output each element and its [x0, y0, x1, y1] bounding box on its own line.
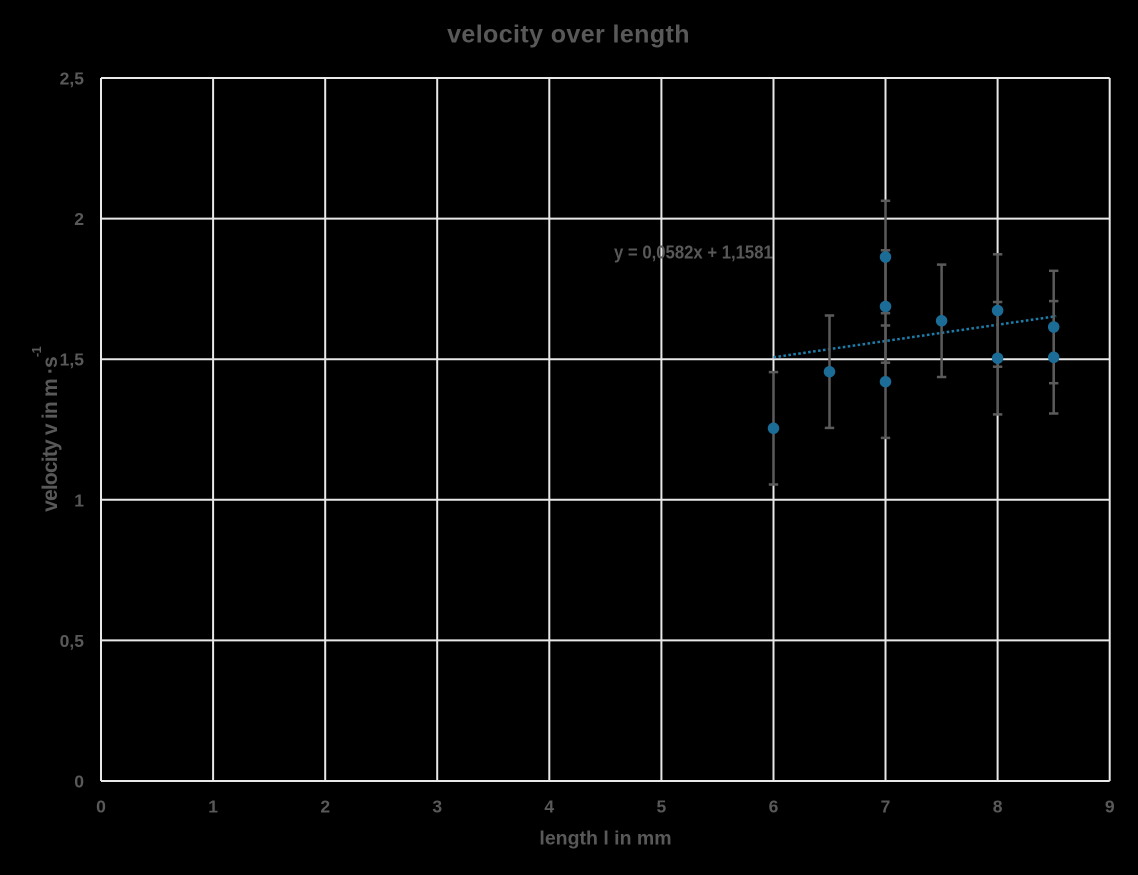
svg-text:1: 1 — [208, 796, 218, 816]
svg-text:1: 1 — [74, 490, 84, 510]
svg-text:2,5: 2,5 — [60, 69, 85, 89]
svg-text:7: 7 — [881, 796, 891, 816]
svg-text:4: 4 — [544, 796, 554, 816]
svg-text:0,5: 0,5 — [60, 631, 85, 651]
svg-text:2: 2 — [320, 796, 330, 816]
svg-text:y = 0,0582x + 1,1581: y = 0,0582x + 1,1581 — [614, 243, 773, 263]
svg-text:1,5: 1,5 — [60, 350, 85, 370]
svg-text:9: 9 — [1105, 796, 1115, 816]
svg-text:8: 8 — [993, 796, 1003, 816]
svg-text:length l in mm: length l in mm — [539, 828, 671, 850]
svg-text:2: 2 — [74, 209, 84, 229]
svg-text:6: 6 — [769, 796, 779, 816]
svg-text:velocity over length: velocity over length — [447, 21, 690, 49]
svg-text:0: 0 — [74, 772, 84, 792]
svg-text:3: 3 — [432, 796, 442, 816]
svg-text:0: 0 — [96, 796, 106, 816]
svg-text:5: 5 — [657, 796, 667, 816]
